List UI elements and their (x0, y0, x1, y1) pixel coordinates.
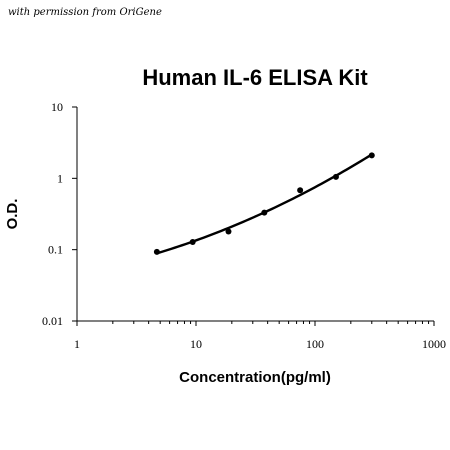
y-tick-label: 10 (51, 100, 63, 114)
fit-curve (156, 153, 373, 255)
x-tick-label: 1 (74, 337, 80, 351)
data-point (368, 152, 375, 159)
x-tick-label: 10 (190, 337, 202, 351)
data-point (261, 209, 268, 216)
ticks: 1 10 100 1000 10 1 0.1 0.01 (42, 100, 446, 351)
credit-text: with permission from OriGene (8, 7, 162, 18)
data-point (153, 248, 160, 255)
x-tick-label: 1000 (422, 337, 446, 351)
data-point (189, 239, 196, 246)
data-points (153, 152, 375, 255)
x-axis-label: Concentration(pg/ml) (179, 369, 331, 386)
y-tick-label: 1 (57, 171, 63, 185)
chart-title: Human IL-6 ELISA Kit (142, 65, 368, 90)
y-axis-label: O.D. (4, 199, 21, 230)
data-point (332, 173, 339, 180)
data-point (225, 228, 232, 235)
x-tick-label: 100 (306, 337, 324, 351)
data-point (297, 187, 304, 194)
y-tick-label: 0.1 (48, 243, 63, 257)
y-tick-label: 0.01 (42, 314, 63, 328)
axes (76, 107, 434, 322)
